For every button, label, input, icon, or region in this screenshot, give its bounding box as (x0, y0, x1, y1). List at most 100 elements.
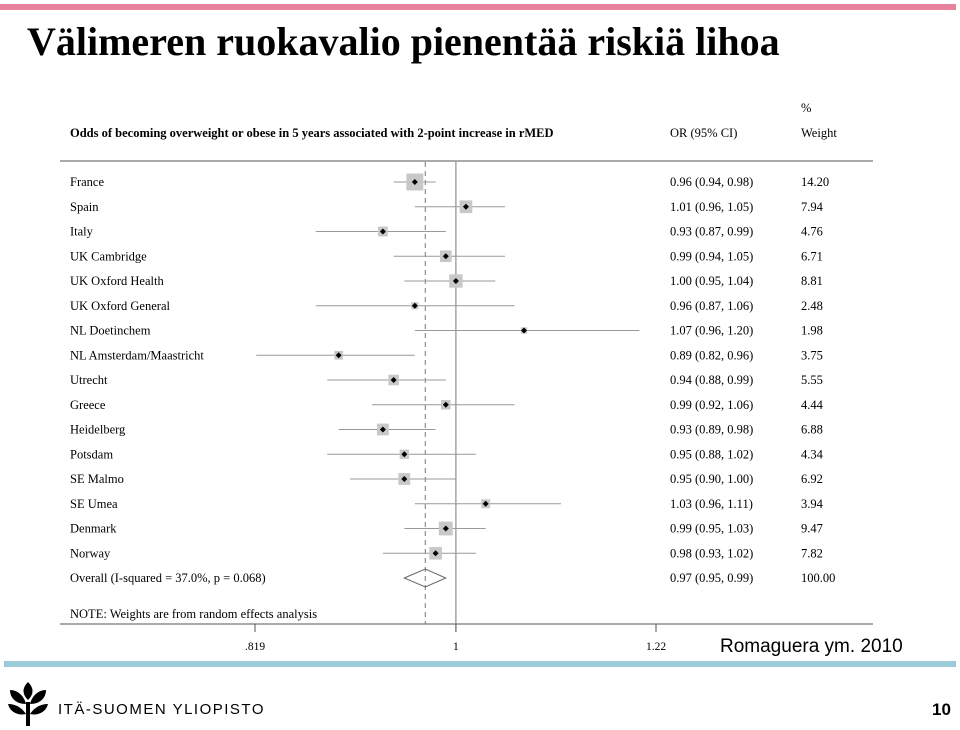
point-estimate (462, 203, 469, 210)
study-row: UK Oxford Health 1.00 (0.95, 1.04) 8.81 (70, 274, 823, 288)
overall-row: Overall (I-squared = 37.0%, p = 0.068) 0.… (70, 568, 835, 588)
study-weight: 6.92 (801, 472, 823, 486)
study-weight: 6.88 (801, 423, 823, 437)
study-or-ci: 0.96 (0.87, 1.06) (670, 299, 753, 313)
point-estimate (379, 228, 386, 235)
study-weight: 5.55 (801, 373, 823, 387)
study-weight: 3.94 (801, 497, 824, 511)
overall-or-ci: 0.97 (0.95, 0.99) (670, 571, 753, 585)
point-estimate (401, 451, 408, 458)
study-or-ci: 0.99 (0.95, 1.03) (670, 522, 753, 536)
x-tick-label: 1 (453, 641, 459, 653)
study-name: UK Oxford Health (70, 274, 164, 288)
study-or-ci: 1.03 (0.96, 1.11) (670, 497, 753, 511)
weight-unit-label: % (801, 101, 811, 115)
top-accent-bar (0, 4, 956, 10)
study-weight: 2.48 (801, 299, 823, 313)
or-column-header: OR (95% CI) (670, 126, 737, 140)
overall-label: Overall (I-squared = 37.0%, p = 0.068) (70, 571, 266, 585)
point-estimate (442, 401, 449, 408)
study-row: Norway 0.98 (0.93, 1.02) 7.82 (70, 546, 823, 560)
point-estimate (520, 327, 527, 334)
study-row: Spain 1.01 (0.96, 1.05) 7.94 (70, 200, 824, 214)
study-row: Utrecht 0.94 (0.88, 0.99) 5.55 (70, 373, 823, 387)
study-or-ci: 1.07 (0.96, 1.20) (670, 324, 753, 338)
study-name: NL Doetinchem (70, 324, 151, 338)
study-or-ci: 1.01 (0.96, 1.05) (670, 200, 753, 214)
study-or-ci: 0.93 (0.87, 0.99) (670, 225, 753, 239)
study-or-ci: 0.95 (0.88, 1.02) (670, 447, 753, 461)
point-estimate (379, 426, 386, 433)
study-weight: 14.20 (801, 175, 829, 189)
study-name: SE Malmo (70, 472, 124, 486)
study-name: UK Oxford General (70, 299, 170, 313)
study-row: SE Umea 1.03 (0.96, 1.11) 3.94 (70, 497, 824, 511)
study-weight: 4.76 (801, 225, 823, 239)
study-name: Denmark (70, 522, 117, 536)
study-name: Potsdam (70, 447, 113, 461)
study-or-ci: 0.95 (0.90, 1.00) (670, 472, 753, 486)
study-weight: 4.44 (801, 398, 824, 412)
citation: Romaguera ym. 2010 (720, 636, 903, 657)
study-weight: 4.34 (801, 447, 824, 461)
study-weight: 8.81 (801, 274, 823, 288)
point-estimate (335, 352, 342, 359)
study-weight: 3.75 (801, 348, 823, 362)
x-tick-label: 1.22 (646, 641, 666, 653)
study-or-ci: 0.96 (0.94, 0.98) (670, 175, 753, 189)
page-number: 10 (932, 700, 951, 719)
study-or-ci: 0.93 (0.89, 0.98) (670, 423, 753, 437)
study-name: Italy (70, 225, 94, 239)
study-name: SE Umea (70, 497, 118, 511)
study-row: Denmark 0.99 (0.95, 1.03) 9.47 (70, 522, 823, 536)
weight-column-header: Weight (801, 126, 837, 140)
study-or-ci: 0.99 (0.92, 1.06) (670, 398, 753, 412)
study-name: Spain (70, 200, 99, 214)
study-row: NL Amsterdam/Maastricht 0.89 (0.82, 0.96)… (70, 348, 823, 362)
study-name: UK Cambridge (70, 249, 147, 263)
overall-weight: 100.00 (801, 571, 835, 585)
study-rows: France 0.96 (0.94, 0.98) 14.20 Spain 1.01 (0… (70, 162, 835, 632)
uef-logo-icon (8, 682, 48, 726)
study-weight: 7.82 (801, 546, 823, 560)
study-row: Heidelberg 0.93 (0.89, 0.98) 6.88 (70, 423, 823, 437)
university-name: ITÄ-SUOMEN YLIOPISTO (58, 701, 265, 718)
study-row: Greece 0.99 (0.92, 1.06) 4.44 (70, 398, 824, 412)
study-or-ci: 1.00 (0.95, 1.04) (670, 274, 753, 288)
study-weight: 6.71 (801, 249, 823, 263)
study-weight: 7.94 (801, 200, 824, 214)
weights-note: NOTE: Weights are from random effects an… (70, 607, 317, 621)
study-weight: 9.47 (801, 522, 823, 536)
point-estimate (411, 179, 418, 185)
study-row: SE Malmo 0.95 (0.90, 1.00) 6.92 (70, 472, 823, 486)
point-estimate (401, 476, 408, 482)
point-estimate (432, 550, 439, 557)
study-or-ci: 0.98 (0.93, 1.02) (670, 546, 753, 560)
bottom-accent-bar (4, 661, 956, 667)
point-estimate (482, 500, 489, 507)
study-row: UK Oxford General 0.96 (0.87, 1.06) 2.48 (70, 299, 823, 313)
study-name: Norway (70, 546, 111, 560)
study-name: Heidelberg (70, 423, 126, 437)
slide-title: Välimeren ruokavalio pienentää riskiä li… (27, 19, 780, 64)
study-row: France 0.96 (0.94, 0.98) 14.20 (70, 173, 829, 191)
study-row: Potsdam 0.95 (0.88, 1.02) 4.34 (70, 447, 824, 461)
study-or-ci: 0.94 (0.88, 0.99) (670, 373, 753, 387)
x-axis: .819 1 1.22 (245, 624, 666, 653)
study-name: France (70, 175, 104, 189)
point-estimate (452, 278, 459, 284)
study-row: NL Doetinchem 1.07 (0.96, 1.20) 1.98 (70, 324, 823, 338)
study-row: Italy 0.93 (0.87, 0.99) 4.76 (70, 225, 823, 239)
point-estimate (442, 525, 449, 532)
study-row: UK Cambridge 0.99 (0.94, 1.05) 6.71 (70, 249, 823, 263)
chart-title: Odds of becoming overweight or obese in … (70, 126, 554, 140)
point-estimate (411, 302, 418, 309)
study-name: NL Amsterdam/Maastricht (70, 348, 204, 362)
study-name: Utrecht (70, 373, 108, 387)
point-estimate (442, 253, 449, 260)
point-estimate (390, 377, 397, 383)
study-name: Greece (70, 398, 106, 412)
study-or-ci: 0.99 (0.94, 1.05) (670, 249, 753, 263)
overall-diamond (403, 568, 448, 588)
